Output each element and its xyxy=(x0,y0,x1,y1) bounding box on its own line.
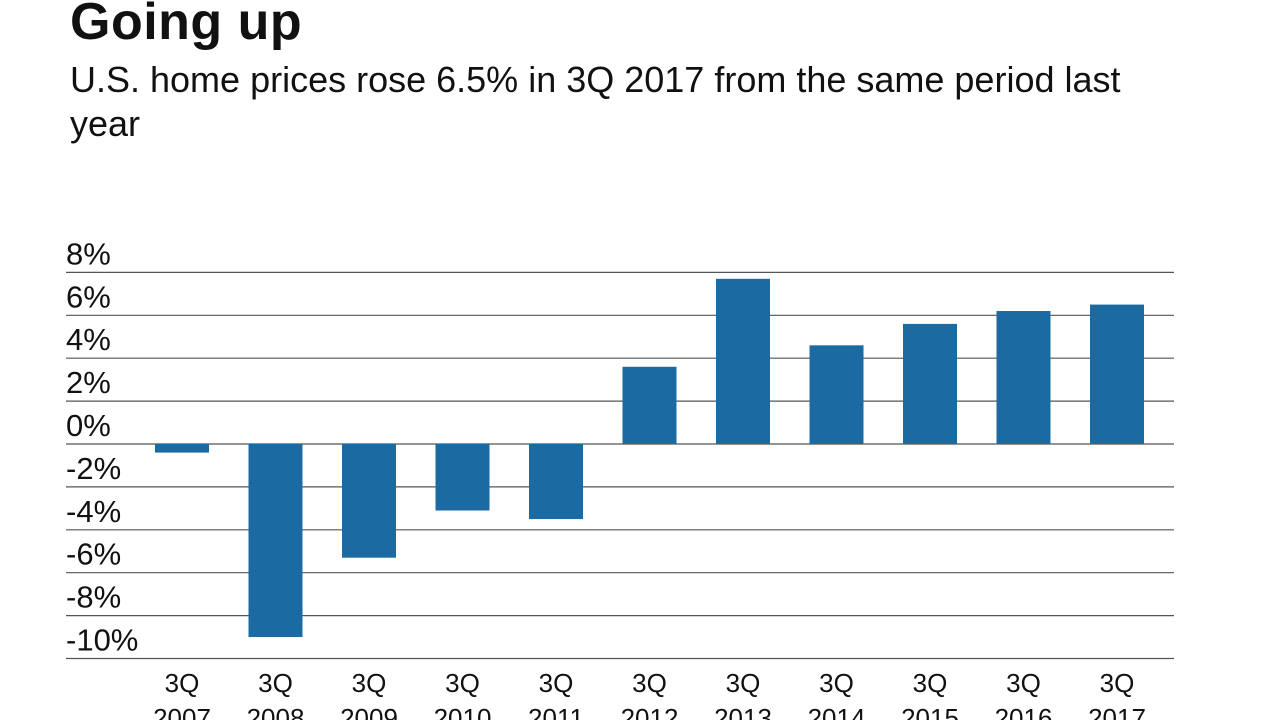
x-tick-label-quarter: 3Q xyxy=(165,668,200,698)
x-tick-label-quarter: 3Q xyxy=(632,668,667,698)
x-tick-label-year: 2015 xyxy=(901,703,959,720)
x-tick-label-quarter: 3Q xyxy=(819,668,854,698)
y-tick-label: 4% xyxy=(66,322,111,357)
y-tick-label: 8% xyxy=(66,236,111,271)
x-tick-label-year: 2009 xyxy=(340,703,398,720)
bar xyxy=(1090,304,1144,444)
y-tick-label: -8% xyxy=(66,580,121,615)
x-tick-label-quarter: 3Q xyxy=(539,668,574,698)
bar xyxy=(342,444,396,558)
x-tick-label-year: 2010 xyxy=(434,703,492,720)
y-tick-label: -6% xyxy=(66,537,121,572)
bar xyxy=(996,311,1051,444)
y-tick-label: -4% xyxy=(66,494,121,529)
y-tick-label: 0% xyxy=(66,408,111,443)
x-tick-label-quarter: 3Q xyxy=(258,668,293,698)
x-tick-label-year: 2014 xyxy=(808,703,866,720)
x-tick-label-quarter: 3Q xyxy=(445,668,480,698)
y-tick-label: 6% xyxy=(66,279,111,314)
x-tick-label-quarter: 3Q xyxy=(726,668,761,698)
bar xyxy=(809,345,864,444)
bar xyxy=(155,444,209,453)
x-tick-label-quarter: 3Q xyxy=(352,668,387,698)
x-tick-label-quarter: 3Q xyxy=(1100,668,1135,698)
y-tick-label: -2% xyxy=(66,451,121,486)
bar xyxy=(529,444,583,520)
bar xyxy=(435,444,490,511)
bar xyxy=(248,444,303,638)
x-tick-label-year: 2012 xyxy=(621,703,679,720)
y-tick-label: 2% xyxy=(66,365,111,400)
x-tick-label-year: 2013 xyxy=(714,703,772,720)
x-tick-label-year: 2011 xyxy=(528,703,584,720)
x-tick-label-quarter: 3Q xyxy=(913,668,948,698)
x-tick-label-year: 2007 xyxy=(153,703,211,720)
x-tick-label-year: 2016 xyxy=(995,703,1053,720)
y-tick-label: -10% xyxy=(66,623,138,658)
x-tick-label-year: 2008 xyxy=(247,703,305,720)
bar xyxy=(903,323,957,444)
x-tick-label-quarter: 3Q xyxy=(1006,668,1041,698)
bar xyxy=(716,278,770,444)
x-tick-label-year: 2017 xyxy=(1088,703,1146,720)
bar xyxy=(622,366,677,444)
chart-title: Going up xyxy=(70,0,303,51)
chart-subtitle: U.S. home prices rose 6.5% in 3Q 2017 fr… xyxy=(70,59,1121,144)
